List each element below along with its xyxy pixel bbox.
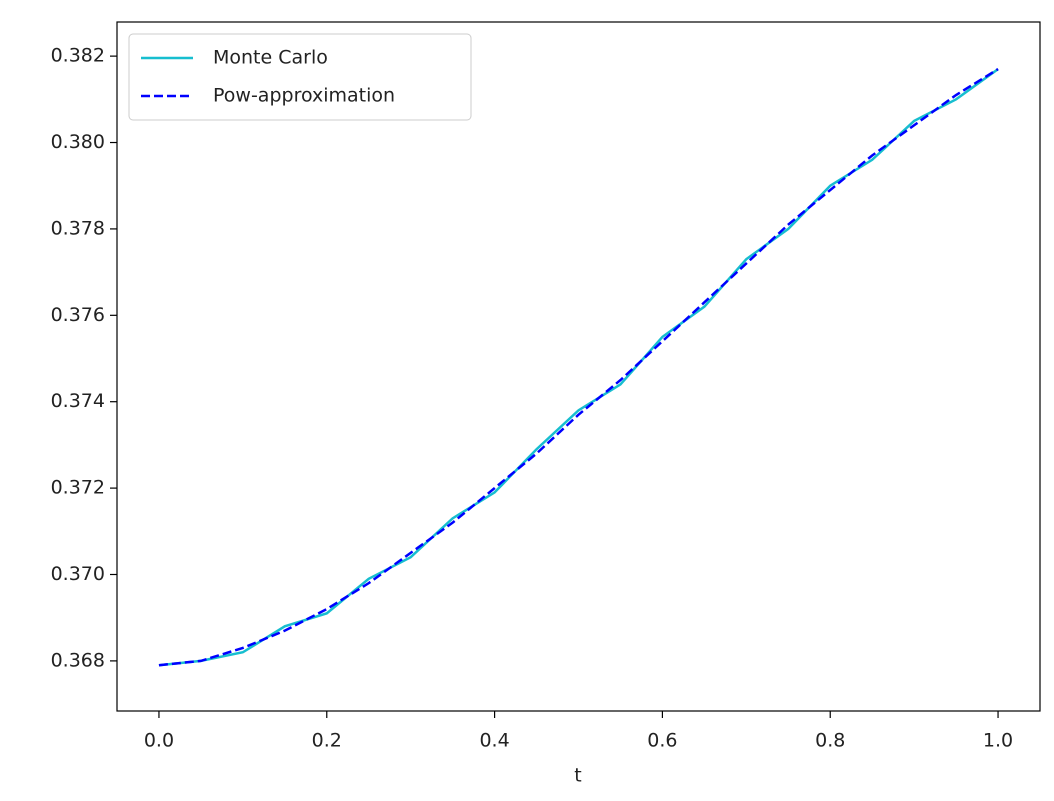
series-line [158,68,999,667]
y-tick-label: 0.380 [51,131,105,153]
legend-label: Monte Carlo [213,47,328,69]
x-tick-label: 0.8 [815,730,845,752]
y-tick-label: 0.368 [51,649,105,671]
y-tick-label: 0.376 [51,304,105,326]
plot-frame [116,21,1041,712]
legend-box [128,33,472,121]
series-line [158,68,999,667]
legend-label: Pow-approximation [213,85,395,107]
x-tick-label: 0.2 [312,730,342,752]
y-tick-label: 0.382 [51,45,105,67]
y-tick-label: 0.374 [51,390,105,412]
x-tick-label: 1.0 [983,730,1013,752]
x-axis-label: t [574,765,581,787]
y-tick-label: 0.370 [51,563,105,585]
x-tick-label: 0.6 [647,730,677,752]
y-tick-label: 0.372 [51,477,105,499]
x-tick-label: 0.0 [144,730,174,752]
x-tick-label: 0.4 [479,730,509,752]
y-tick-label: 0.378 [51,217,105,239]
